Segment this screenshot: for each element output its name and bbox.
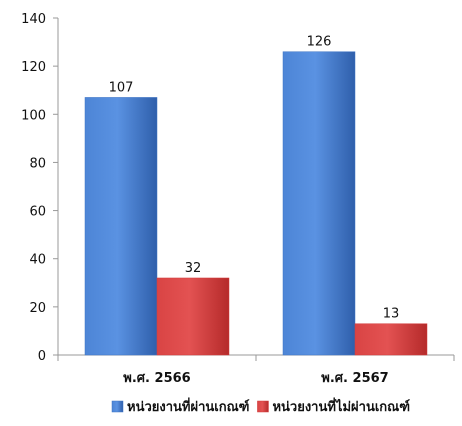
bar-not-passed — [156, 277, 230, 356]
legend: หน่วยงานที่ผ่านเกณฑ์ หน่วยงานที่ไม่ผ่านเก… — [111, 397, 410, 415]
bar-passed — [282, 51, 356, 356]
data-label: 126 — [307, 35, 332, 50]
legend-label: หน่วยงานที่ผ่านเกณฑ์ — [127, 397, 249, 415]
legend-swatch — [111, 400, 124, 413]
y-tick-label: 40 — [29, 253, 46, 268]
y-tick-label: 140 — [21, 12, 46, 27]
y-tick-label: 0 — [38, 349, 46, 364]
data-label: 107 — [109, 80, 134, 95]
bar-passed — [84, 97, 158, 356]
y-tick-label: 20 — [29, 301, 46, 316]
y-tick-label: 100 — [21, 108, 46, 123]
legend-swatch — [257, 400, 269, 413]
y-tick-label: 60 — [29, 205, 46, 220]
y-axis-ticks: 0 20 40 60 80 100 120 140 — [21, 12, 58, 364]
data-label: 32 — [185, 261, 202, 276]
bars — [84, 51, 428, 356]
bar-not-passed — [354, 323, 428, 356]
x-category-label: พ.ศ. 2567 — [321, 371, 388, 386]
legend-label: หน่วยงานที่ไม่ผ่านเกณฑ์ — [272, 397, 410, 415]
y-tick-label: 80 — [29, 156, 46, 171]
x-axis-categories: พ.ศ. 2566 พ.ศ. 2567 — [123, 371, 388, 386]
data-label: 13 — [383, 307, 400, 322]
data-labels: 107 32 126 13 — [109, 35, 400, 322]
x-category-label: พ.ศ. 2566 — [123, 371, 190, 386]
y-tick-label: 120 — [21, 60, 46, 75]
